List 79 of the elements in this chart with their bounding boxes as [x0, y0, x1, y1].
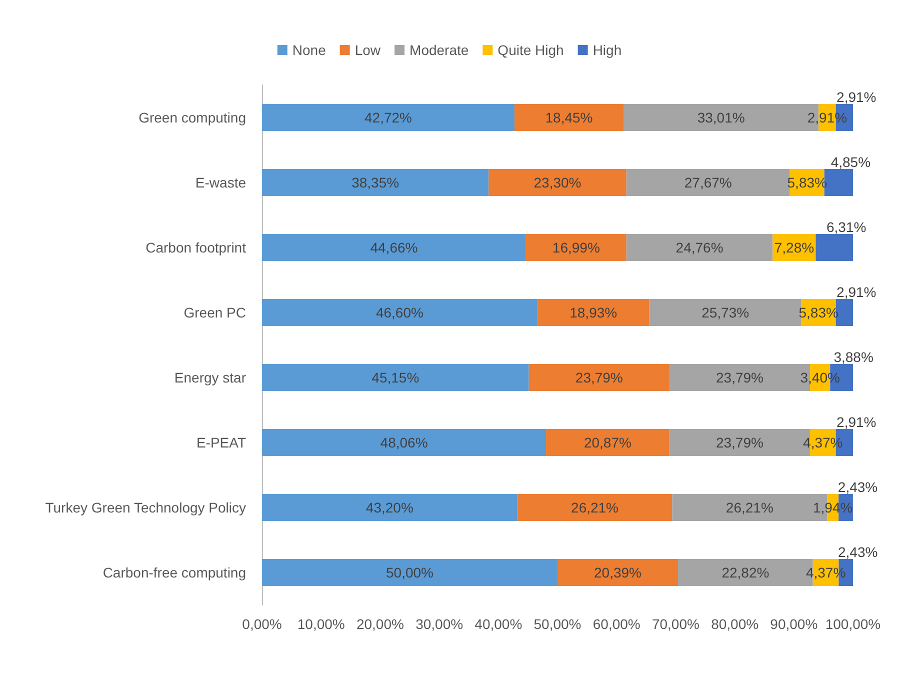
y-tick-label: E-PEAT [196, 434, 246, 450]
x-tick-label: 80,00% [711, 616, 759, 632]
legend-label: High [592, 42, 622, 58]
data-label: 33,01% [697, 110, 745, 126]
x-tick-label: 20,00% [356, 616, 404, 632]
legend-label: Low [354, 42, 382, 58]
data-label: 26,21% [726, 500, 774, 516]
legend-label: None [292, 42, 326, 58]
data-label: 2,91% [836, 284, 876, 300]
data-label: 48,06% [380, 434, 428, 450]
x-tick-label: 10,00% [297, 616, 345, 632]
data-label: 3,88% [834, 349, 874, 365]
x-tick-label: 40,00% [474, 616, 522, 632]
bar [517, 494, 672, 521]
data-label: 20,39% [594, 564, 642, 580]
data-label: 18,45% [545, 110, 593, 126]
data-label: 23,79% [575, 370, 623, 386]
y-tick-label: Turkey Green Technology Policy [45, 500, 246, 516]
x-tick-label: 50,00% [534, 616, 582, 632]
data-label: 26,21% [571, 500, 619, 516]
data-label: 23,30% [534, 174, 582, 190]
bar [262, 299, 538, 326]
legend-label: Quite High [498, 42, 564, 58]
bar [526, 234, 626, 261]
legend-label: Moderate [410, 42, 469, 58]
data-label: 25,73% [702, 304, 750, 320]
bar [626, 169, 790, 196]
y-tick-label: E-waste [195, 174, 246, 190]
bar [262, 169, 489, 196]
data-label: 43,20% [366, 500, 414, 516]
data-label: 20,87% [584, 434, 632, 450]
data-label: 18,93% [570, 304, 618, 320]
bar [262, 559, 558, 586]
y-tick-label: Green computing [138, 110, 246, 126]
data-label: 4,85% [830, 154, 871, 170]
data-label: 7,28% [774, 240, 814, 256]
bar [262, 234, 526, 261]
data-label: 2,91% [836, 89, 876, 105]
data-label: 45,15% [372, 370, 420, 386]
x-tick-label: 90,00% [770, 616, 818, 632]
data-label: 2,91% [836, 414, 876, 430]
bar [488, 169, 626, 196]
bar [816, 234, 853, 261]
bar [262, 429, 546, 456]
data-label: 42,72% [364, 110, 412, 126]
bar [649, 299, 802, 326]
data-label: 23,79% [716, 370, 764, 386]
y-tick-label: Green PC [184, 304, 246, 320]
y-tick-label: Energy star [174, 370, 246, 386]
bar [546, 429, 670, 456]
x-tick-label: 100,00% [825, 616, 881, 632]
data-label: 2,91% [807, 110, 848, 126]
data-label: 16,99% [552, 240, 600, 256]
bar [528, 364, 670, 391]
bar [262, 364, 529, 391]
x-tick-label: 60,00% [592, 616, 640, 632]
y-tick-label: Carbon-free computing [102, 564, 246, 580]
data-label: 22,82% [722, 564, 770, 580]
data-label: 38,35% [352, 174, 400, 190]
data-label: 6,31% [826, 219, 866, 235]
data-label: 2,43% [838, 479, 878, 495]
y-tick-label: Carbon footprint [146, 240, 246, 256]
bar [514, 104, 624, 131]
bar [537, 299, 650, 326]
bar [626, 234, 773, 261]
data-label: 46,60% [376, 304, 424, 320]
bar [558, 559, 678, 586]
data-label: 2,43% [838, 544, 878, 560]
bar [262, 104, 514, 131]
data-label: 24,76% [676, 240, 724, 256]
data-label: 23,79% [716, 434, 764, 450]
data-label: 27,67% [684, 174, 732, 190]
data-label: 44,66% [370, 240, 418, 256]
data-label: 50,00% [386, 564, 434, 580]
x-tick-label: 30,00% [416, 616, 464, 632]
x-tick-label: 70,00% [652, 616, 700, 632]
data-label: 1,94% [812, 500, 853, 516]
x-tick-label: 0,00% [242, 616, 282, 632]
bar [262, 494, 518, 521]
